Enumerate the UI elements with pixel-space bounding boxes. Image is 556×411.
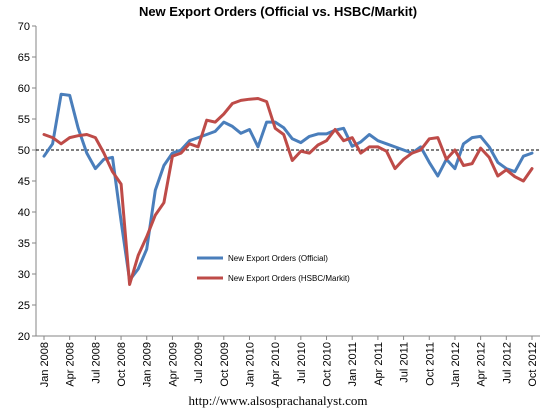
x-tick-label: Oct 2008 [116,342,128,387]
x-tick-label: Oct 2009 [219,342,231,387]
y-tick-label: 65 [18,52,30,64]
series-line-hsbc [42,97,534,286]
source-url: http://www.alsosprachanalyst.com [189,393,368,408]
legend-label-hsbc: New Export Orders (HSBC/Markit) [228,274,350,283]
y-tick-label: 50 [18,145,30,157]
y-tick-label: 25 [18,300,30,312]
x-tick-label: Jan 2008 [39,342,51,387]
x-tick-label: Jul 2010 [296,342,308,384]
y-tick-label: 45 [18,176,30,188]
x-axis: Jan 2008 Apr 2008 Jul 2008 Oct 2008 Jan 2009… [39,336,539,387]
legend-label-official: New Export Orders (Official) [228,254,328,263]
x-tick-label: Apr 2009 [167,342,179,387]
x-tick-label: Jan 2010 [244,342,256,387]
series-line-official [42,92,534,282]
y-axis: 20 25 30 35 40 45 50 55 60 65 70 [18,21,36,343]
x-tick-label: Jul 2008 [90,342,102,384]
x-tick-label: Oct 2010 [322,342,334,387]
y-tick-label: 60 [18,83,30,95]
x-tick-label: Jan 2012 [450,342,462,387]
x-tick-label: Jul 2011 [399,342,411,383]
x-tick-label: Jul 2012 [501,342,513,384]
x-tick-label: Jan 2009 [142,342,154,387]
x-tick-label: Oct 2011 [424,342,436,386]
x-tick-label: Jul 2009 [193,342,205,384]
y-tick-label: 70 [18,21,30,33]
x-tick-label: Jan 2011 [347,342,359,386]
y-tick-label: 35 [18,238,30,250]
x-tick-label: Apr 2010 [270,342,282,387]
series-lines [42,92,534,286]
chart-title: New Export Orders (Official vs. HSBC/Mar… [139,4,417,19]
legend: New Export Orders (Official) New Export … [197,254,350,283]
y-tick-label: 30 [18,269,30,281]
x-tick-label: Apr 2012 [476,342,488,387]
x-tick-label: Oct 2012 [527,342,539,387]
y-tick-label: 55 [18,114,30,126]
y-tick-label: 40 [18,207,30,219]
x-tick-label: Apr 2011 [373,342,385,386]
x-tick-label: Apr 2008 [65,342,77,387]
y-tick-label: 20 [18,331,30,343]
